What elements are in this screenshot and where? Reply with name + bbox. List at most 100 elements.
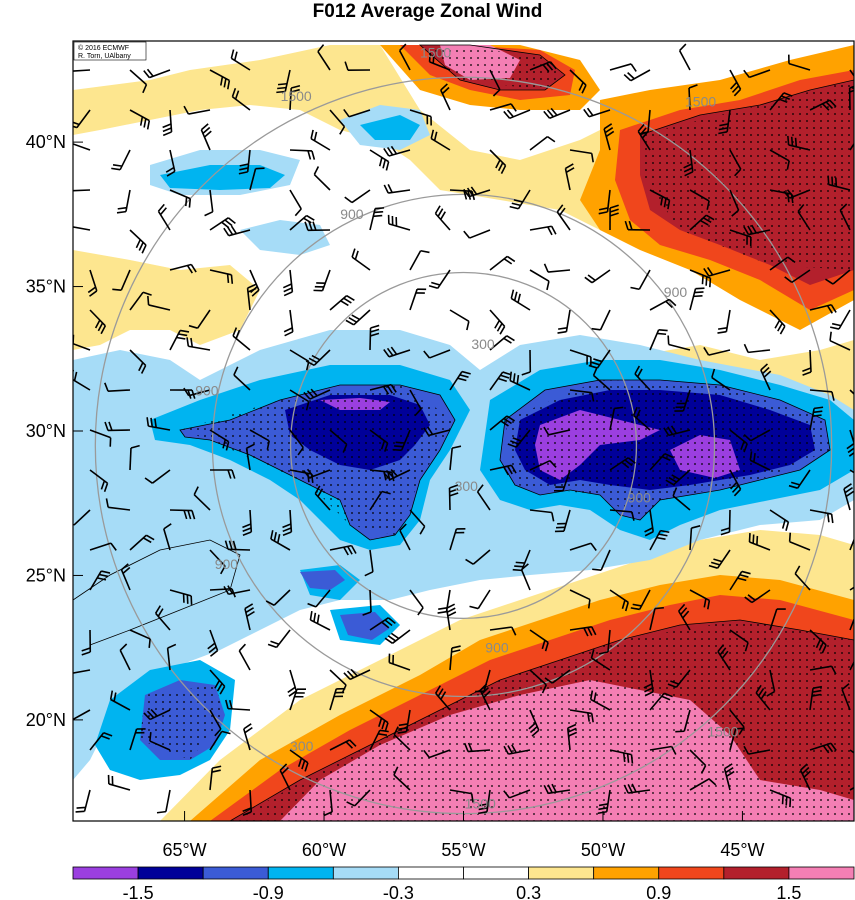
wind-barb bbox=[569, 69, 587, 94]
axis-labels: 65°W 60°W 55°W 50°W 45°W 20°N 25°N 30°N 35°N 40°N bbox=[26, 132, 765, 860]
wind-barb-flag bbox=[778, 98, 788, 104]
wind-barb bbox=[569, 709, 594, 723]
wind-barb-flag bbox=[753, 453, 756, 463]
wind-barb-flag bbox=[671, 746, 677, 755]
wind-barb-flag bbox=[179, 329, 190, 333]
wind-barb-flag bbox=[706, 266, 714, 276]
lat-tick-label: 35°N bbox=[26, 277, 66, 297]
wind-barb bbox=[591, 309, 611, 331]
wind-barb-flag bbox=[246, 443, 255, 449]
wind-barb bbox=[289, 749, 309, 772]
wind-barb-flag bbox=[783, 92, 793, 97]
wind-barb bbox=[282, 269, 294, 297]
wind-barb-flag bbox=[839, 203, 848, 211]
wind-barb-flag bbox=[667, 335, 670, 345]
wind-barb bbox=[369, 490, 391, 511]
wind-barb-flag bbox=[636, 368, 643, 378]
wind-barb-flag bbox=[644, 527, 653, 533]
wind-barb-flag bbox=[231, 87, 237, 98]
wind-barb bbox=[129, 629, 151, 648]
wind-barb bbox=[231, 87, 251, 111]
wind-barb-flag bbox=[226, 80, 231, 90]
wind-barb-flag bbox=[811, 693, 821, 697]
wind-barb-flag bbox=[242, 523, 252, 529]
wind-barb-staff bbox=[119, 649, 131, 671]
wind-barb-flag bbox=[440, 211, 446, 220]
wind-barb-flag bbox=[287, 686, 296, 694]
wind-barb-flag bbox=[384, 722, 389, 732]
wind-barb bbox=[479, 683, 491, 711]
wind-barb bbox=[209, 765, 222, 791]
wind-barb bbox=[309, 610, 331, 631]
wind-barb-flag bbox=[667, 426, 674, 435]
wind-barb-flag bbox=[708, 778, 717, 786]
wind-barb-flag bbox=[512, 373, 516, 383]
wind-barb-flag bbox=[603, 123, 613, 130]
ring-label-900: 900 bbox=[340, 206, 364, 222]
wind-barb bbox=[329, 544, 357, 556]
wind-barb-flag bbox=[75, 810, 85, 813]
wind-barb bbox=[186, 337, 211, 351]
colorbar-label: -0.9 bbox=[253, 883, 284, 900]
wind-barb bbox=[428, 52, 451, 71]
wind-barb-staff bbox=[409, 509, 426, 527]
wind-barb bbox=[434, 205, 451, 231]
wind-barb-flag bbox=[386, 385, 393, 394]
wind-barb-flag bbox=[283, 287, 293, 293]
wind-barb-flag bbox=[740, 440, 745, 450]
wind-barb bbox=[162, 109, 173, 137]
wind-barb-flag bbox=[737, 577, 747, 582]
wind-barb-flag bbox=[701, 275, 704, 285]
wind-barb-staff bbox=[89, 429, 111, 439]
wind-barb-flag bbox=[451, 645, 461, 649]
lat-tick-label: 30°N bbox=[26, 421, 66, 441]
wind-barb-staff bbox=[329, 789, 333, 812]
colorbar-label: -1.5 bbox=[123, 883, 154, 900]
wind-barb bbox=[689, 778, 717, 791]
wind-barb-flag bbox=[467, 190, 472, 200]
wind-barb bbox=[503, 789, 531, 799]
wind-barb bbox=[783, 189, 811, 199]
wind-barb bbox=[329, 294, 355, 311]
wind-barb-staff bbox=[791, 269, 811, 284]
wind-barb-staff bbox=[569, 589, 591, 601]
wind-barb-flag bbox=[301, 760, 306, 770]
wind-barb bbox=[346, 789, 371, 807]
wind-barb bbox=[440, 83, 451, 111]
wind-barb bbox=[849, 469, 854, 474]
wind-barb-staff bbox=[529, 459, 551, 471]
wind-barb bbox=[809, 99, 837, 111]
wind-barb bbox=[351, 248, 371, 271]
wind-barb bbox=[169, 329, 190, 351]
wind-barb-flag bbox=[303, 391, 311, 400]
wind-barb-flag bbox=[350, 668, 358, 677]
wind-barb-staff bbox=[569, 389, 592, 394]
wind-barb-flag bbox=[343, 297, 352, 304]
wind-barb-flag bbox=[506, 415, 516, 422]
wind-barb-staff bbox=[788, 62, 811, 71]
wind-barb-flag bbox=[431, 281, 441, 286]
wind-barb-staff bbox=[238, 650, 251, 671]
wind-barb-flag bbox=[461, 370, 471, 375]
wind-barb bbox=[634, 365, 651, 391]
wind-barb-flag bbox=[509, 371, 513, 381]
wind-barb-flag bbox=[187, 510, 192, 520]
wind-barb-staff bbox=[551, 669, 571, 684]
range-ring-900 bbox=[211, 193, 716, 698]
wind-barb-flag bbox=[390, 469, 398, 477]
wind-barb-staff bbox=[750, 429, 771, 442]
wind-barb-flag bbox=[841, 683, 850, 691]
wind-barb bbox=[809, 665, 837, 675]
wind-barb-flag bbox=[589, 690, 594, 700]
wind-barb bbox=[839, 203, 851, 231]
wind-barb bbox=[209, 69, 231, 90]
wind-barb-flag bbox=[283, 291, 293, 297]
wind-barb bbox=[718, 109, 731, 135]
wind-barb-flag bbox=[239, 167, 249, 171]
wind-barb-flag bbox=[628, 220, 633, 230]
wind-barb bbox=[689, 589, 711, 610]
wind-barb-flag bbox=[381, 720, 386, 730]
wind-barb-flag bbox=[744, 596, 753, 604]
wind-barb-flag bbox=[214, 680, 221, 689]
wind-barb-flag bbox=[785, 521, 790, 531]
